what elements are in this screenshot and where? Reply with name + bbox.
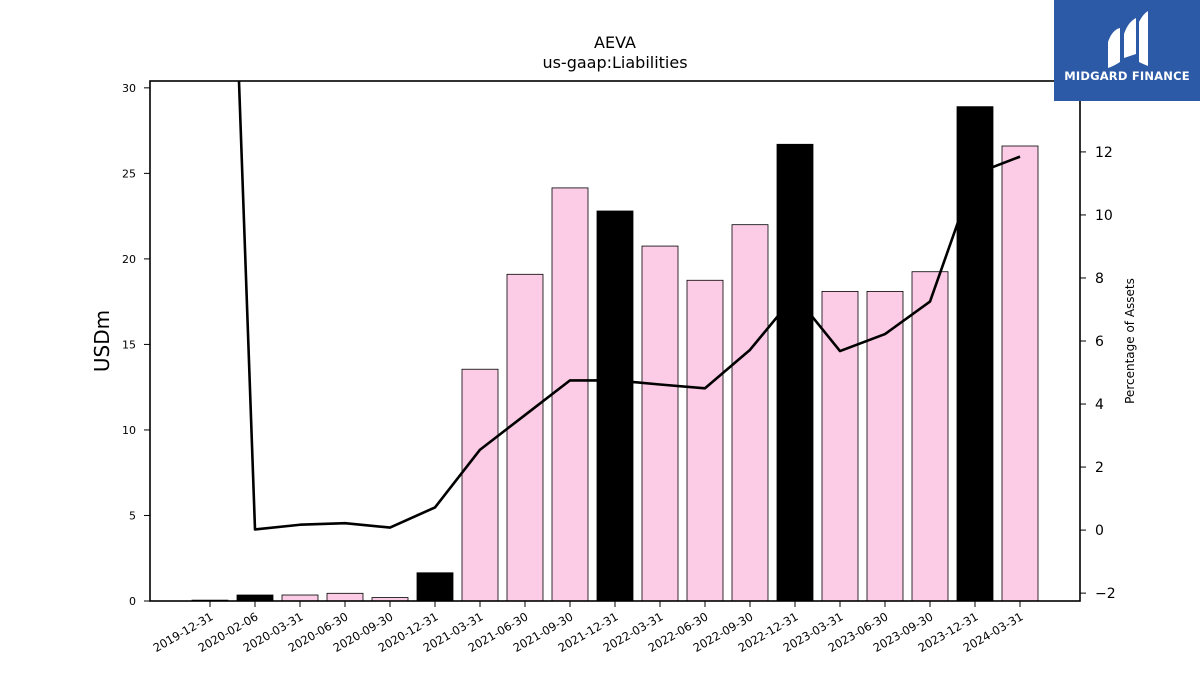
logo-text: MIDGARD FINANCE [1064, 69, 1190, 83]
bar-2023-03-31 [821, 290, 859, 602]
bar-2020-06-30 [326, 592, 364, 602]
chart-subtitle: us-gaap:Liabilities [542, 53, 688, 72]
bar-2022-12-31 [776, 143, 814, 602]
midgard-logo-icon [1108, 11, 1148, 68]
bar-2021-03-31 [461, 368, 499, 602]
bar-2020-12-31 [416, 572, 454, 602]
y2-tick-label--2: −2 [1095, 586, 1116, 602]
y2-tick-label-4: 4 [1095, 397, 1104, 413]
bar-2022-06-30 [686, 279, 724, 602]
bar-2021-12-31 [596, 210, 634, 602]
y2-axis-label: Percentage of Assets [1123, 278, 1137, 404]
y-tick-label-15: 15 [122, 338, 136, 351]
y2-tick-label-8: 8 [1095, 271, 1104, 287]
y2-tick-label-6: 6 [1095, 334, 1104, 350]
y2-tick-label-0: 0 [1095, 523, 1104, 539]
bar-2021-06-30 [506, 273, 544, 602]
bar-2024-03-31 [1001, 145, 1039, 602]
y-axis-label: USDm [90, 310, 114, 372]
midgard-finance-logo: MIDGARD FINANCE [1054, 0, 1200, 101]
chart-title: AEVA [594, 33, 636, 52]
bar-2020-02-06 [236, 594, 274, 602]
bar-2023-09-30 [911, 271, 949, 602]
y-tick-label-0: 0 [129, 595, 136, 608]
y2-tick-label-12: 12 [1095, 145, 1113, 161]
percentage-of-assets-line [237, 81, 1021, 531]
y-tick-label-30: 30 [122, 82, 136, 95]
y2-tick-label-2: 2 [1095, 460, 1104, 476]
bar-2022-09-30 [731, 224, 769, 602]
bar-2023-06-30 [866, 290, 904, 602]
bar-2020-03-31 [281, 594, 319, 602]
bar-2021-09-30 [551, 187, 589, 602]
y-tick-label-10: 10 [122, 424, 136, 437]
bar-2023-12-31 [956, 106, 994, 602]
y-tick-label-20: 20 [122, 253, 136, 266]
bar-2022-03-31 [641, 245, 679, 602]
y-tick-label-5: 5 [129, 509, 136, 522]
y-tick-label-25: 25 [122, 167, 136, 180]
y2-tick-label-10: 10 [1095, 208, 1113, 224]
